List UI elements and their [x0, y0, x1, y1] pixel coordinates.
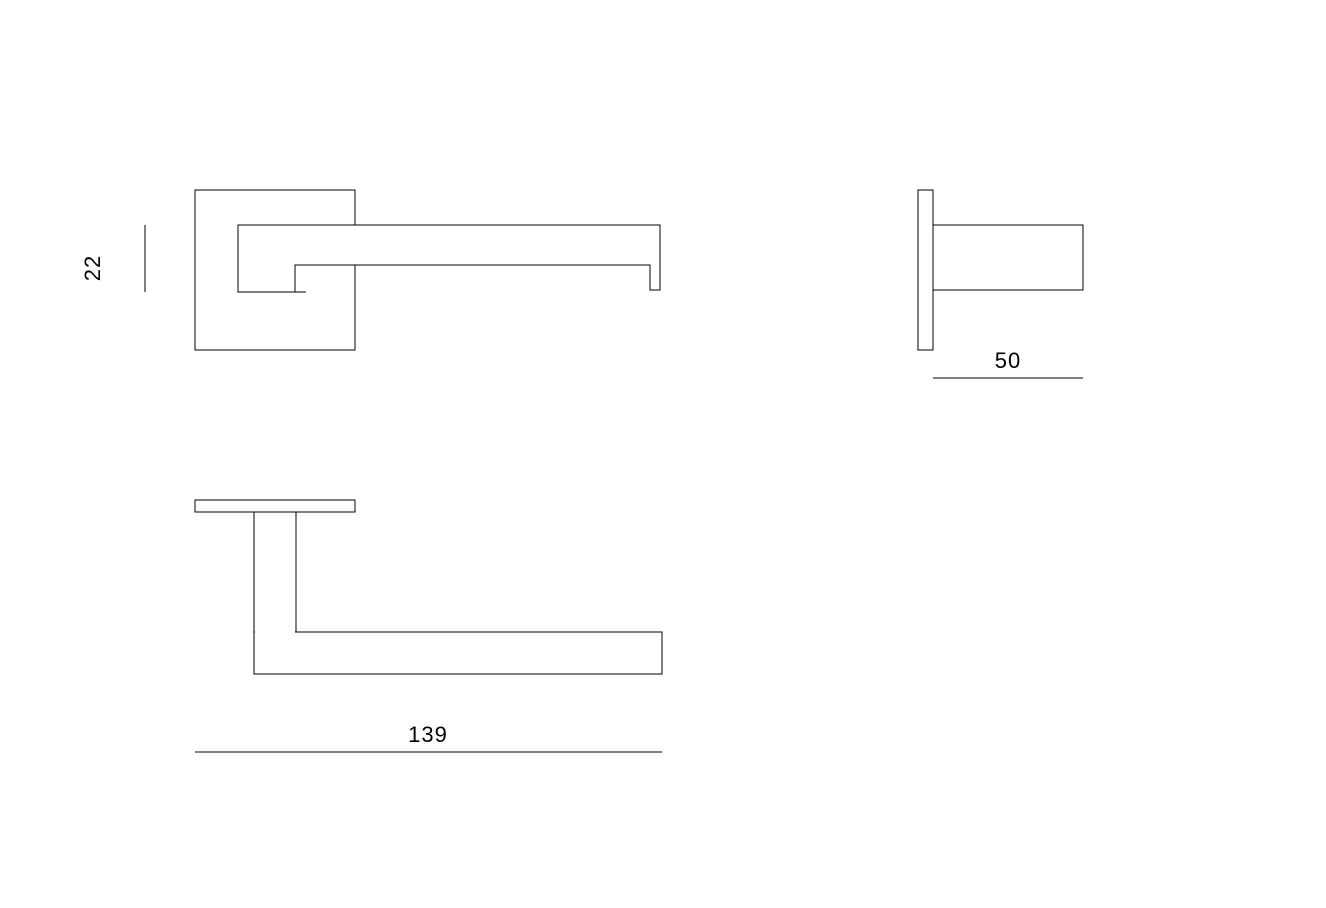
dimension-depth-label: 50: [995, 348, 1021, 373]
front-lever: [238, 225, 660, 292]
dimension-length: 139: [195, 722, 662, 752]
technical-drawing: 22 50 139: [0, 0, 1326, 908]
top-plate: [195, 500, 355, 512]
dimension-depth: 50: [933, 348, 1083, 378]
top-view: [195, 500, 662, 674]
dimension-height: 22: [80, 225, 145, 292]
front-view: [195, 190, 660, 350]
dimension-length-label: 139: [408, 722, 448, 747]
side-rose: [918, 190, 933, 350]
top-arm: [254, 632, 662, 674]
side-view: [918, 190, 1083, 350]
side-lever: [933, 225, 1083, 290]
dimension-height-label: 22: [80, 255, 105, 281]
top-neck: [254, 512, 296, 632]
